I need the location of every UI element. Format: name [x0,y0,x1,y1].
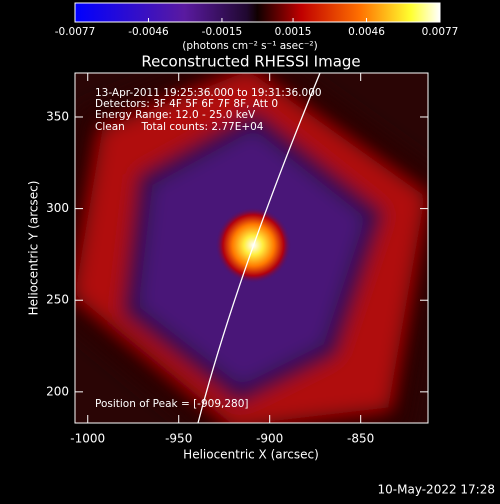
x-tick-label: -900 [256,432,283,446]
x-axis-label: Heliocentric X (arcsec) [183,448,319,462]
annotation: Detectors: 3F 4F 5F 6F 7F 8F, Att 0 [95,98,278,110]
colorbar [75,3,440,22]
chart-title: Reconstructed RHESSI Image [141,53,360,71]
image [75,73,428,423]
colorbar-tick-label: -0.0077 [55,26,96,38]
solar-limb [197,73,321,423]
colorbar-tick-label: 0.0077 [422,26,459,38]
y-tick-label: 200 [46,384,69,398]
peak-label: Position of Peak = [-909,280] [95,398,249,410]
colorbar-tick-label: 0.0046 [348,26,385,38]
annotation: Clean Total counts: 2.77E+04 [95,121,264,133]
annotation: Energy Range: 12.0 - 25.0 keV [95,109,256,121]
colorbar-label: (photons cm⁻² s⁻¹ asec⁻²) [182,40,317,52]
y-tick-label: 300 [46,201,69,215]
y-tick-label: 350 [46,109,69,123]
colorbar-tick-label: -0.0046 [128,26,169,38]
plot-frame [74,72,429,424]
colorbar-tick-label: 0.0015 [275,26,312,38]
colorbar-tick-label: -0.0015 [202,26,243,38]
y-tick-label: 250 [46,293,69,307]
y-axis-label: Heliocentric Y (arcsec) [27,181,41,316]
footer: 10-May-2022 17:28 [378,483,495,497]
x-tick-label: -850 [347,432,374,446]
x-tick-label: -1000 [70,432,105,446]
x-tick-label: -950 [165,432,192,446]
annotation: 13-Apr-2011 19:25:36.000 to 19:31:36.000 [95,87,322,99]
colorbar-frame [74,2,441,23]
